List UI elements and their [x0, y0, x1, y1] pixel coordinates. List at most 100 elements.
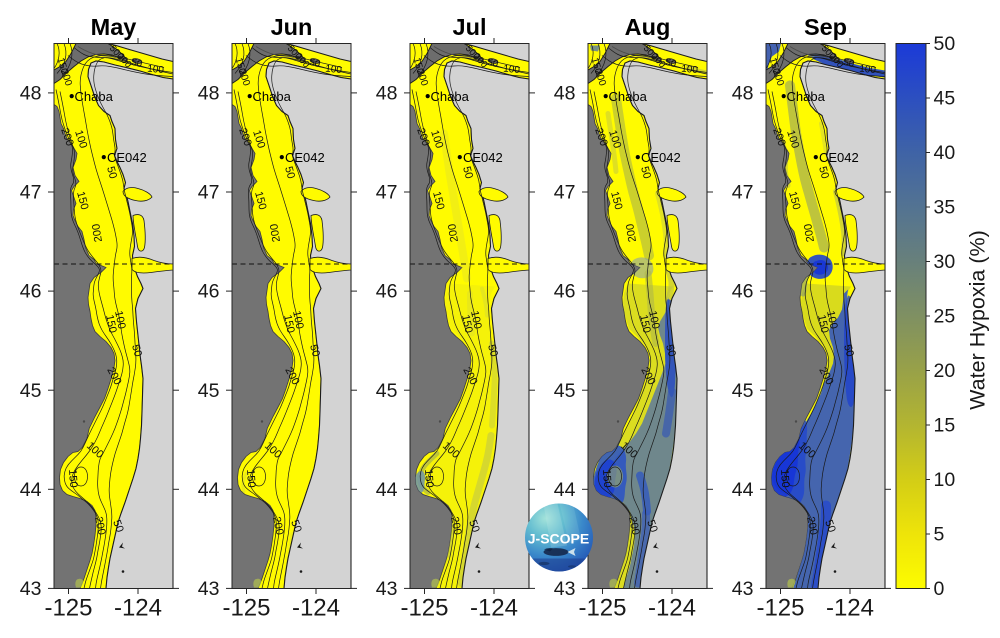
svg-text:Aug: Aug: [625, 14, 671, 40]
svg-text:45: 45: [554, 380, 576, 402]
svg-text:43: 43: [554, 578, 576, 600]
svg-text:-125: -125: [756, 595, 804, 622]
svg-text:150: 150: [281, 314, 297, 334]
svg-text:Chaba: Chaba: [431, 89, 470, 104]
svg-text:200: 200: [236, 126, 254, 147]
svg-text:100: 100: [784, 129, 801, 150]
svg-text:50: 50: [129, 343, 144, 358]
svg-text:200: 200: [414, 126, 432, 147]
svg-text:44: 44: [376, 479, 398, 501]
svg-text:Chaba: Chaba: [787, 89, 826, 104]
svg-text:200: 200: [236, 68, 252, 88]
svg-text:-124: -124: [470, 595, 518, 622]
svg-text:47: 47: [198, 182, 220, 204]
svg-text:150: 150: [66, 469, 79, 488]
svg-text:Sep: Sep: [804, 14, 847, 40]
svg-text:43: 43: [198, 578, 220, 600]
svg-text:-125: -125: [222, 595, 270, 622]
svg-text:150: 150: [252, 190, 268, 211]
svg-text:150: 150: [459, 314, 475, 334]
svg-text:50: 50: [485, 343, 500, 358]
svg-text:43: 43: [20, 578, 42, 600]
svg-text:50: 50: [288, 518, 303, 534]
svg-text:150: 150: [786, 190, 802, 211]
svg-text:50: 50: [282, 165, 297, 180]
svg-text:200: 200: [90, 223, 105, 243]
svg-text:48: 48: [554, 83, 576, 105]
svg-text:200: 200: [770, 126, 788, 147]
svg-text:45: 45: [376, 380, 398, 402]
svg-text:Water Hypoxia (%): Water Hypoxia (%): [966, 230, 990, 410]
svg-text:100: 100: [72, 129, 89, 150]
svg-text:44: 44: [554, 479, 576, 501]
svg-text:47: 47: [732, 182, 754, 204]
svg-text:-125: -125: [578, 595, 626, 622]
svg-text:J-SCOPE: J-SCOPE: [528, 531, 589, 547]
svg-text:44: 44: [732, 479, 754, 501]
svg-text:-125: -125: [44, 595, 92, 622]
svg-text:100: 100: [824, 310, 840, 330]
svg-text:200: 200: [624, 223, 639, 243]
svg-text:47: 47: [376, 182, 398, 204]
svg-text:100: 100: [468, 310, 484, 330]
svg-text:200: 200: [626, 516, 642, 536]
svg-text:Jun: Jun: [271, 14, 313, 40]
svg-text:25: 25: [934, 306, 956, 328]
svg-text:100: 100: [646, 310, 662, 330]
svg-text:150: 150: [411, 56, 426, 75]
svg-text:150: 150: [233, 56, 248, 75]
svg-text:35: 35: [934, 197, 956, 219]
svg-text:-125: -125: [400, 595, 448, 622]
svg-text:150: 150: [244, 469, 257, 488]
svg-text:46: 46: [376, 281, 398, 303]
svg-text:40: 40: [934, 142, 956, 164]
svg-text:43: 43: [732, 578, 754, 600]
svg-text:48: 48: [732, 83, 754, 105]
svg-text:Chaba: Chaba: [253, 89, 292, 104]
svg-text:50: 50: [638, 165, 653, 180]
svg-text:200: 200: [804, 516, 820, 536]
svg-text:200: 200: [446, 223, 461, 243]
svg-text:15: 15: [934, 415, 956, 437]
svg-text:45: 45: [934, 88, 956, 110]
svg-text:200: 200: [92, 516, 108, 536]
svg-text:200: 200: [58, 68, 74, 88]
svg-text:150: 150: [815, 314, 831, 334]
svg-text:50: 50: [460, 165, 475, 180]
svg-text:200: 200: [592, 126, 610, 147]
svg-text:50: 50: [110, 518, 125, 534]
svg-text:150: 150: [589, 56, 604, 75]
svg-text:46: 46: [20, 281, 42, 303]
svg-text:45: 45: [198, 380, 220, 402]
svg-text:Jul: Jul: [453, 14, 487, 40]
svg-text:-124: -124: [648, 595, 696, 622]
svg-text:0: 0: [934, 578, 945, 600]
svg-text:50: 50: [466, 518, 481, 534]
svg-text:100: 100: [503, 64, 521, 77]
svg-text:100: 100: [606, 129, 623, 150]
svg-text:50: 50: [644, 518, 659, 534]
svg-text:47: 47: [554, 182, 576, 204]
svg-text:47: 47: [20, 182, 42, 204]
svg-text:50: 50: [816, 165, 831, 180]
svg-text:200: 200: [448, 516, 464, 536]
svg-text:150: 150: [767, 56, 782, 75]
svg-text:200: 200: [592, 68, 608, 88]
svg-text:50: 50: [307, 343, 322, 358]
svg-text:46: 46: [732, 281, 754, 303]
svg-text:48: 48: [198, 83, 220, 105]
svg-text:100: 100: [250, 129, 267, 150]
svg-text:46: 46: [554, 281, 576, 303]
svg-text:150: 150: [422, 469, 435, 488]
svg-text:150: 150: [430, 190, 446, 211]
svg-text:CE042: CE042: [285, 150, 325, 165]
svg-text:Chaba: Chaba: [75, 89, 114, 104]
svg-text:150: 150: [778, 469, 791, 488]
svg-text:5: 5: [934, 524, 945, 546]
svg-text:50: 50: [822, 518, 837, 534]
svg-text:45: 45: [732, 380, 754, 402]
svg-text:50: 50: [486, 57, 499, 70]
svg-text:CE042: CE042: [107, 150, 147, 165]
svg-text:20: 20: [934, 360, 956, 382]
svg-text:May: May: [91, 14, 137, 40]
